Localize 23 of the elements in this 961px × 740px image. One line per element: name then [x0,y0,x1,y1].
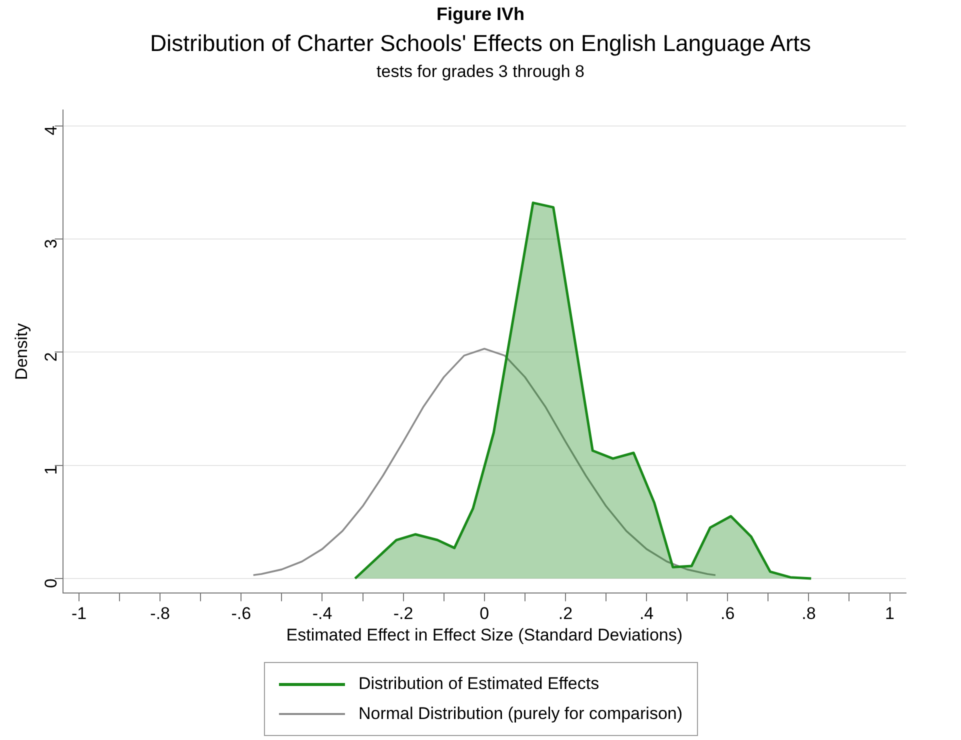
x-tick-label: -.6 [231,604,252,624]
x-tick-label: -.2 [393,604,414,624]
x-tick-label: .2 [558,604,573,624]
x-tick-label: .4 [639,604,654,624]
chart-subtitle: tests for grades 3 through 8 [376,62,586,82]
chart-title: Distribution of Charter Schools' Effects on English Language Arts [148,30,812,57]
x-tick-label: .6 [720,604,735,624]
y-tick-label: 3 [41,239,60,248]
x-tick-label: -.4 [312,604,332,624]
x-tick-label: .8 [802,604,816,624]
x-tick-label: 1 [885,604,895,624]
y-axis-title: Density [12,322,31,380]
x-tick-label: 0 [480,604,490,624]
legend-label: Normal Distribution (purely for comparison) [358,704,683,724]
y-tick-label: 0 [41,578,60,588]
y-tick-label: 1 [41,465,60,475]
legend-label: Distribution of Estimated Effects [358,674,600,694]
x-tick-label: -1 [71,604,87,624]
y-tick-label: 4 [41,126,60,136]
text: Figure IVh [435,4,526,25]
x-tick-label: -.8 [150,604,170,624]
x-axis-title: Estimated Effect in Effect Size (Standard Deviations) [286,625,683,644]
y-tick-label: 2 [41,352,60,362]
